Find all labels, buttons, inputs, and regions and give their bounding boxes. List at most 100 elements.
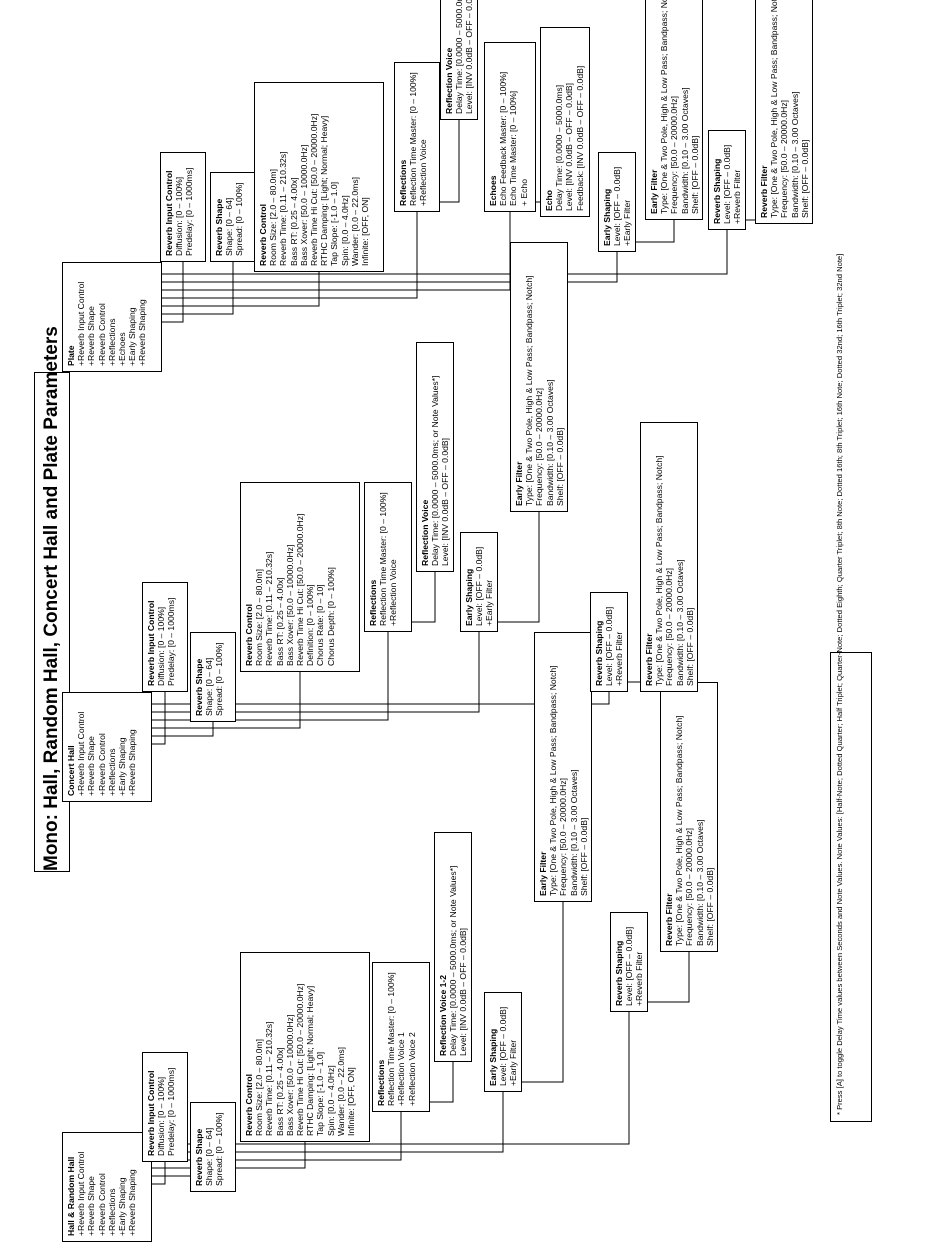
hall-reverb-filter-box: Reverb Filter Type: [One & Two Pole, High… (660, 682, 718, 952)
connector-line (152, 1092, 504, 1153)
parameter-line: Tap Slope: [-1.0 – 1.0] (329, 181, 340, 266)
plate-echoes-box: Echoes Echo Feedback Master: [0 – 100%] Ec… (484, 42, 536, 212)
parameter-line: Predelay: [0 – 1000ms] (166, 597, 177, 686)
parameter-line: Bandwidth: [0.10 – 3.00 Octaves] (544, 379, 555, 506)
box-title: Reverb Shaping (712, 158, 722, 224)
parameter-line: +Reverb Filter (732, 169, 743, 224)
box-title: Reverb Control (244, 1073, 254, 1136)
box-title: Early Filter (649, 169, 659, 214)
parameter-line: Chorus Depth: [0 – 100%] (325, 567, 336, 666)
plate-early-filter-box: Early Filter Type: [One & Two Pole, High … (645, 0, 703, 220)
concert-early-shaping-box: Early Shaping Level: [OFF – 0.0dB] +Early … (460, 532, 498, 632)
parameter-line: +Reflection Voice (418, 139, 429, 206)
parameter-line: +Reverb Shaping (137, 299, 148, 366)
parameter-line: Level: [OFF – 0.0dB] (604, 606, 615, 686)
box-title: Early Shaping (602, 188, 612, 246)
concert-reflections-box: Reflections Reflection Time Master: [0 – … (364, 482, 412, 632)
parameter-line: Level: [INV 0.0dB – OFF – 0.0dB] (564, 82, 575, 211)
parameter-line: +Reverb Input Control (76, 711, 87, 796)
hall-root-box: Hall & Random Hall +Reverb Input Control +… (62, 1132, 152, 1242)
box-title: Reflections (376, 1059, 386, 1106)
parameter-line: Level: [OFF – 0.0dB] (722, 144, 733, 224)
parameter-line: +Echoes (117, 332, 128, 366)
box-title: Early Shaping (464, 568, 474, 626)
plate-root-box: Plate +Reverb Input Control +Reverb Shape +… (62, 262, 162, 372)
parameter-line: Reverb Time: [0.11 – 210.32s] (264, 551, 275, 667)
box-title: Echo (544, 189, 554, 211)
parameter-line: RTHC Damping: [Light; Normal; Heavy] (305, 985, 316, 1136)
connector-line (152, 722, 214, 737)
box-title: Reverb Shaping (594, 620, 604, 686)
parameter-line: Level: [INV 0.0dB – OFF – 0.0dB] (464, 0, 475, 114)
connector-line (152, 692, 610, 705)
parameter-line: Diffusion: [0 – 100%] (156, 606, 167, 686)
parameter-line: Shape: [0 – 64] (204, 1127, 215, 1186)
parameter-line: +Early Shaping (117, 1177, 128, 1236)
parameter-line: Shelf: [OFF – 0.0dB] (704, 867, 715, 946)
parameter-line: Type: [One & Two Pole, High & Low Pass; … (769, 0, 780, 218)
parameter-line: +Reverb Control (96, 733, 107, 796)
parameter-line: Shape: [0 – 64] (224, 197, 235, 256)
connector-line (648, 952, 690, 1003)
box-title: Reverb Input Control (146, 1070, 156, 1156)
parameter-line: Predelay: [0 – 1000ms] (166, 1067, 177, 1156)
parameter-line: Echo Time Master: [0 – 100%] (508, 90, 519, 206)
box-title: Reverb Filter (664, 893, 674, 946)
box-title: Reverb Shape (214, 198, 224, 256)
hall-reverb-shaping-box: Reverb Shaping Level: [OFF – 0.0dB] +Rever… (610, 912, 648, 1012)
box-title: Echoes (488, 175, 498, 206)
parameter-line: Shelf: [OFF – 0.0dB] (684, 607, 695, 686)
hall-early-filter-box: Early Filter Type: [One & Two Pole, High … (534, 632, 592, 902)
parameter-line: +Reflections (106, 318, 117, 366)
parameter-line: +Early Shaping (117, 737, 128, 796)
connector-line (636, 220, 675, 243)
parameter-line: Spin: [0.0 – 4.0Hz] (339, 195, 350, 266)
plate-input-control-box: Reverb Input Control Diffusion: [0 – 100%… (160, 152, 206, 262)
parameter-line: +Reflection Voice 2 (406, 1032, 417, 1106)
parameter-line: Diffusion: [0 – 100%] (156, 1076, 167, 1156)
connector-line (162, 230, 728, 275)
parameter-line: Delay Time: [0.0000 – 5000.0ms; or Note … (448, 865, 459, 1056)
plate-shape-box: Reverb Shape Shape: [0 – 64] Spread: [0 – … (210, 172, 256, 262)
parameter-line: Shelf: [OFF – 0.0dB] (799, 139, 810, 218)
plate-reverb-filter-box: Reverb Filter Type: [One & Two Pole, High… (755, 0, 813, 224)
parameter-line: +Reflections (106, 748, 117, 796)
box-title: Reflection Voice 1-2 (438, 974, 448, 1056)
box-title: Reverb Input Control (164, 170, 174, 256)
box-title: Reverb Shape (194, 658, 204, 716)
parameter-line: Bass RT: [0.25 – 4.00x] (288, 177, 299, 266)
parameter-line: Feedback: [INV 0.0dB – OFF – 0.0dB] (574, 65, 585, 211)
connector-line (162, 272, 320, 307)
parameter-line: Level: [OFF – 0.0dB] (624, 926, 635, 1006)
parameter-line: Spin: [0.0 – 4.0Hz] (325, 1065, 336, 1136)
hall-control-box: Reverb Control Room Size: [2.0 – 80.0m] Re… (240, 952, 370, 1142)
parameter-line: Bandwidth: [0.10 – 3.00 Octaves] (568, 769, 579, 896)
parameter-line: Shelf: [OFF – 0.0dB] (689, 135, 700, 214)
parameter-line: Echo Feedback Master: [0 – 100%] (498, 71, 509, 206)
footnote: * Press [A] to toggle Delay Time values … (830, 254, 872, 1122)
box-title: Reflection Voice (420, 499, 430, 566)
plate-reflection-voice-box: Reflection Voice Delay Time: [0.0000 – 50… (440, 0, 478, 120)
connector-line (440, 120, 460, 203)
connector-line (430, 1062, 454, 1103)
parameter-line: +Reverb Input Control (76, 1151, 87, 1236)
box-title: Reverb Filter (759, 165, 769, 218)
connector-line (152, 672, 301, 729)
connector-line (522, 902, 564, 1083)
parameter-line: Reverb Time: [0.11 – 210.32s] (278, 151, 289, 267)
parameter-line: +Reflections (106, 1188, 117, 1236)
concert-reflection-voice-box: Reflection Voice Delay Time: [0.0000 – 50… (416, 342, 454, 572)
concert-input-control-box: Reverb Input Control Diffusion: [0 – 100%… (142, 582, 188, 692)
parameter-line: Delay Time: [0.0000 – 5000.0ms; or Note … (454, 0, 465, 114)
parameter-line: +Reverb Shape (86, 1176, 97, 1236)
parameter-line: Bandwidth: [0.10 – 3.00 Octaves] (674, 559, 685, 686)
box-title: Early Shaping (488, 1028, 498, 1086)
concert-shape-box: Reverb Shape Shape: [0 – 64] Spread: [0 – … (190, 632, 236, 722)
box-title: Reflections (398, 159, 408, 206)
connector-line (412, 572, 436, 623)
plate-reverb-shaping-box: Reverb Shaping Level: [OFF – 0.0dB] +Rever… (708, 130, 746, 230)
concert-reverb-filter-box: Reverb Filter Type: [One & Two Pole, High… (640, 422, 698, 692)
parameter-line: Spread: [0 – 100%] (214, 642, 225, 716)
